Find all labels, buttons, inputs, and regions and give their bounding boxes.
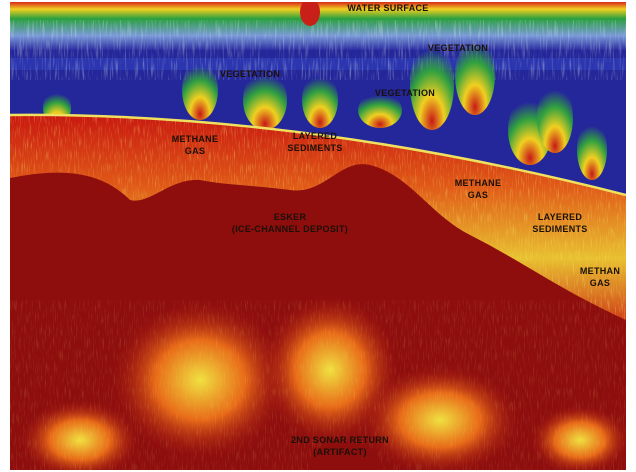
annotation-line: GAS bbox=[468, 190, 488, 200]
annotation: 2ND SONAR RETURN (ARTIFACT) bbox=[291, 435, 389, 457]
annotation-line: GAS bbox=[590, 278, 610, 288]
annotations: WATER SURFACE VEGETATION VEGETATION VEGETAT… bbox=[172, 3, 620, 457]
annotation: METHANE GAS bbox=[172, 134, 219, 156]
annotation-line: WATER SURFACE bbox=[347, 3, 428, 13]
annotation: WATER SURFACE bbox=[347, 3, 428, 13]
annotation-line: SEDIMENTS bbox=[532, 224, 587, 234]
annotation-line: (ARTIFACT) bbox=[313, 447, 367, 457]
annotation-line: LAYERED bbox=[538, 212, 582, 222]
artifact-return bbox=[10, 295, 626, 470]
annotation-line: VEGETATION bbox=[428, 43, 488, 53]
annotation-line: GAS bbox=[185, 146, 205, 156]
surface-texture bbox=[10, 20, 626, 80]
annotation: METHANE GAS bbox=[455, 178, 502, 200]
annotation-line: ESKER bbox=[274, 212, 307, 222]
annotation: LAYERED SEDIMENTS bbox=[532, 212, 587, 234]
annotation-line: LAYERED bbox=[293, 131, 337, 141]
annotation: LAYERED SEDIMENTS bbox=[287, 131, 342, 153]
annotation: VEGETATION bbox=[428, 43, 488, 53]
annotation: VEGETATION bbox=[375, 88, 435, 98]
annotation-line: METHAN bbox=[580, 266, 620, 276]
annotation-line: 2ND SONAR RETURN bbox=[291, 435, 389, 445]
seabed-line bbox=[10, 113, 626, 197]
annotation: METHAN GAS bbox=[580, 266, 620, 288]
sonar-layers bbox=[10, 2, 626, 470]
sediment-texture bbox=[10, 114, 626, 320]
annotation: ESKER (ICE-CHANNEL DEPOSIT) bbox=[232, 212, 348, 234]
annotation-line: (ICE-CHANNEL DEPOSIT) bbox=[232, 224, 348, 234]
annotation: VEGETATION bbox=[220, 69, 280, 79]
annotation-line: VEGETATION bbox=[375, 88, 435, 98]
annotation-line: SEDIMENTS bbox=[287, 143, 342, 153]
annotation-line: METHANE bbox=[455, 178, 502, 188]
annotation-line: VEGETATION bbox=[220, 69, 280, 79]
vegetation bbox=[43, 2, 607, 180]
annotation-line: METHANE bbox=[172, 134, 219, 144]
